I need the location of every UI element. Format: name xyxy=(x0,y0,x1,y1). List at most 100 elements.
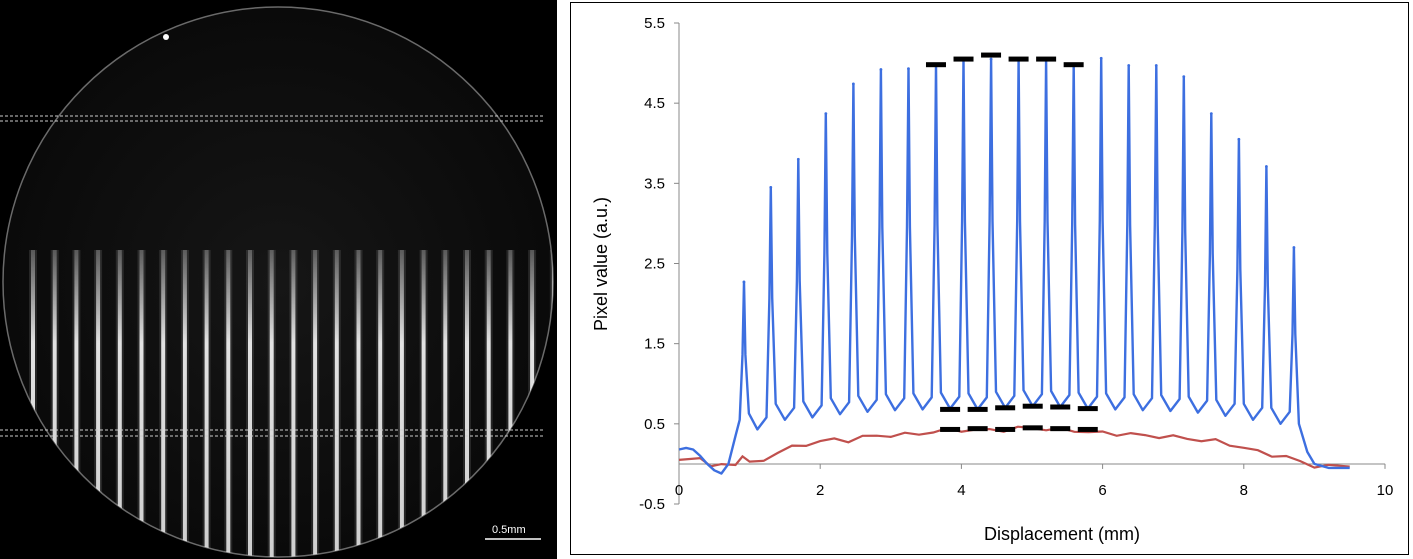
bright-stripe xyxy=(356,250,361,557)
stripe-glow xyxy=(484,250,493,557)
peak-marker xyxy=(1036,56,1057,62)
stripe-glow xyxy=(419,250,428,557)
chart-panel: -0.5 0.5 1.5 2.5 3.5 4.5 5.5 0 2 4 6 8 10 Displacem… xyxy=(570,2,1409,555)
bright-stripe xyxy=(248,250,252,557)
bright-stripe xyxy=(269,250,274,557)
signal-peak-point xyxy=(1237,137,1241,141)
bright-stripe xyxy=(378,250,383,557)
signal-peak-point xyxy=(1209,112,1213,115)
stripe-glow xyxy=(332,250,341,557)
stripe-glow xyxy=(549,250,553,557)
selection-guide-lines xyxy=(0,115,545,437)
bright-speck xyxy=(163,34,169,40)
signal-peak-point xyxy=(907,67,910,71)
bright-stripe xyxy=(508,250,513,557)
bright-stripe xyxy=(421,250,426,557)
x-axis-title: Displacement (mm) xyxy=(984,524,1140,544)
stripe-glow xyxy=(528,250,537,557)
stripe-glow xyxy=(115,250,124,557)
signal-peak-point xyxy=(879,68,883,71)
valley-marker xyxy=(940,406,961,412)
bright-stripe xyxy=(291,250,296,557)
stripe-glow xyxy=(246,250,254,557)
scale-bar-label: 0.5mm xyxy=(492,524,526,536)
valley-marker xyxy=(967,406,988,412)
x-tick-label: 6 xyxy=(1098,482,1106,499)
stripe-glow xyxy=(289,250,298,557)
y-tick-label: 4.5 xyxy=(644,95,665,112)
xray-image-panel: 0.5mm xyxy=(0,0,557,559)
signal-peak-point xyxy=(1154,64,1158,67)
bright-stripe xyxy=(117,250,122,557)
signal-peak-point xyxy=(1099,56,1103,60)
markers xyxy=(925,52,1098,432)
valley-marker xyxy=(1022,403,1043,409)
signal-profile-line xyxy=(678,57,1350,475)
profile-chart: -0.5 0.5 1.5 2.5 3.5 4.5 5.5 0 2 4 6 8 10 Displacem… xyxy=(591,15,1393,544)
stripe-glow xyxy=(354,250,363,557)
peak-marker xyxy=(981,52,1002,58)
stripe-glow xyxy=(202,250,211,557)
background-profile-line xyxy=(678,425,1350,469)
background-marker xyxy=(1050,426,1071,432)
stripe-glow xyxy=(506,250,515,557)
valley-marker xyxy=(995,405,1016,411)
signal-peak-point xyxy=(769,185,773,189)
stripe-glow xyxy=(397,250,406,557)
y-tick-label: 3.5 xyxy=(644,175,665,192)
background-marker xyxy=(967,426,988,432)
bright-stripe xyxy=(139,250,144,557)
y-tick-label: 5.5 xyxy=(644,15,665,32)
stripe-glow xyxy=(441,250,450,557)
signal-peak-point xyxy=(1127,64,1131,67)
bright-stripe xyxy=(443,250,448,557)
stripe-glow xyxy=(137,250,146,557)
bright-stripe xyxy=(313,250,318,557)
stripe-glow xyxy=(311,250,320,557)
peak-marker xyxy=(925,62,946,68)
y-tick-label: 0.5 xyxy=(644,416,665,433)
stripe-glow xyxy=(463,250,471,557)
signal-peak-point xyxy=(796,157,800,161)
signal-peak-point xyxy=(851,82,855,86)
bright-stripe xyxy=(74,250,79,557)
bright-stripe xyxy=(334,250,339,557)
background-marker xyxy=(995,426,1016,432)
stripe-glow xyxy=(159,250,168,557)
stripe-glow xyxy=(376,250,385,557)
x-ticks: 0 2 4 6 8 10 xyxy=(675,463,1393,499)
y-tick-label: -0.5 xyxy=(639,496,665,513)
y-ticks: -0.5 0.5 1.5 2.5 3.5 4.5 5.5 xyxy=(639,15,679,513)
signal-peak-point xyxy=(989,57,993,61)
x-tick-label: 8 xyxy=(1240,482,1248,499)
bright-stripe xyxy=(226,250,231,557)
y-tick-label: 1.5 xyxy=(644,336,665,353)
bright-stripe xyxy=(204,250,209,557)
signal-peak-point xyxy=(1292,246,1296,249)
valley-marker xyxy=(1050,404,1071,410)
bright-stripes xyxy=(29,250,553,557)
signal-peak-point xyxy=(824,112,828,115)
y-axis-title: Pixel value (a.u.) xyxy=(591,197,611,331)
bright-stripe xyxy=(399,250,404,557)
bright-stripe xyxy=(465,250,469,557)
xray-image: 0.5mm xyxy=(0,6,554,558)
background-marker xyxy=(1022,425,1043,431)
stripe-glow xyxy=(94,250,103,557)
bright-stripe xyxy=(486,250,491,557)
background-marker xyxy=(1077,426,1098,432)
x-tick-label: 2 xyxy=(816,482,824,499)
stripe-glow xyxy=(29,250,37,557)
stripe-glow xyxy=(267,250,276,557)
signal-peak-point xyxy=(1182,75,1186,79)
x-tick-label: 0 xyxy=(675,482,683,499)
stripe-glow xyxy=(72,250,81,557)
x-tick-label: 4 xyxy=(957,482,965,499)
bright-stripe xyxy=(31,250,35,557)
stripe-glow xyxy=(50,250,59,557)
stripe-glow xyxy=(224,250,233,557)
stripe-glow xyxy=(180,250,189,557)
bright-stripe xyxy=(182,250,187,557)
peak-marker xyxy=(953,56,974,62)
peak-marker xyxy=(1063,62,1084,68)
